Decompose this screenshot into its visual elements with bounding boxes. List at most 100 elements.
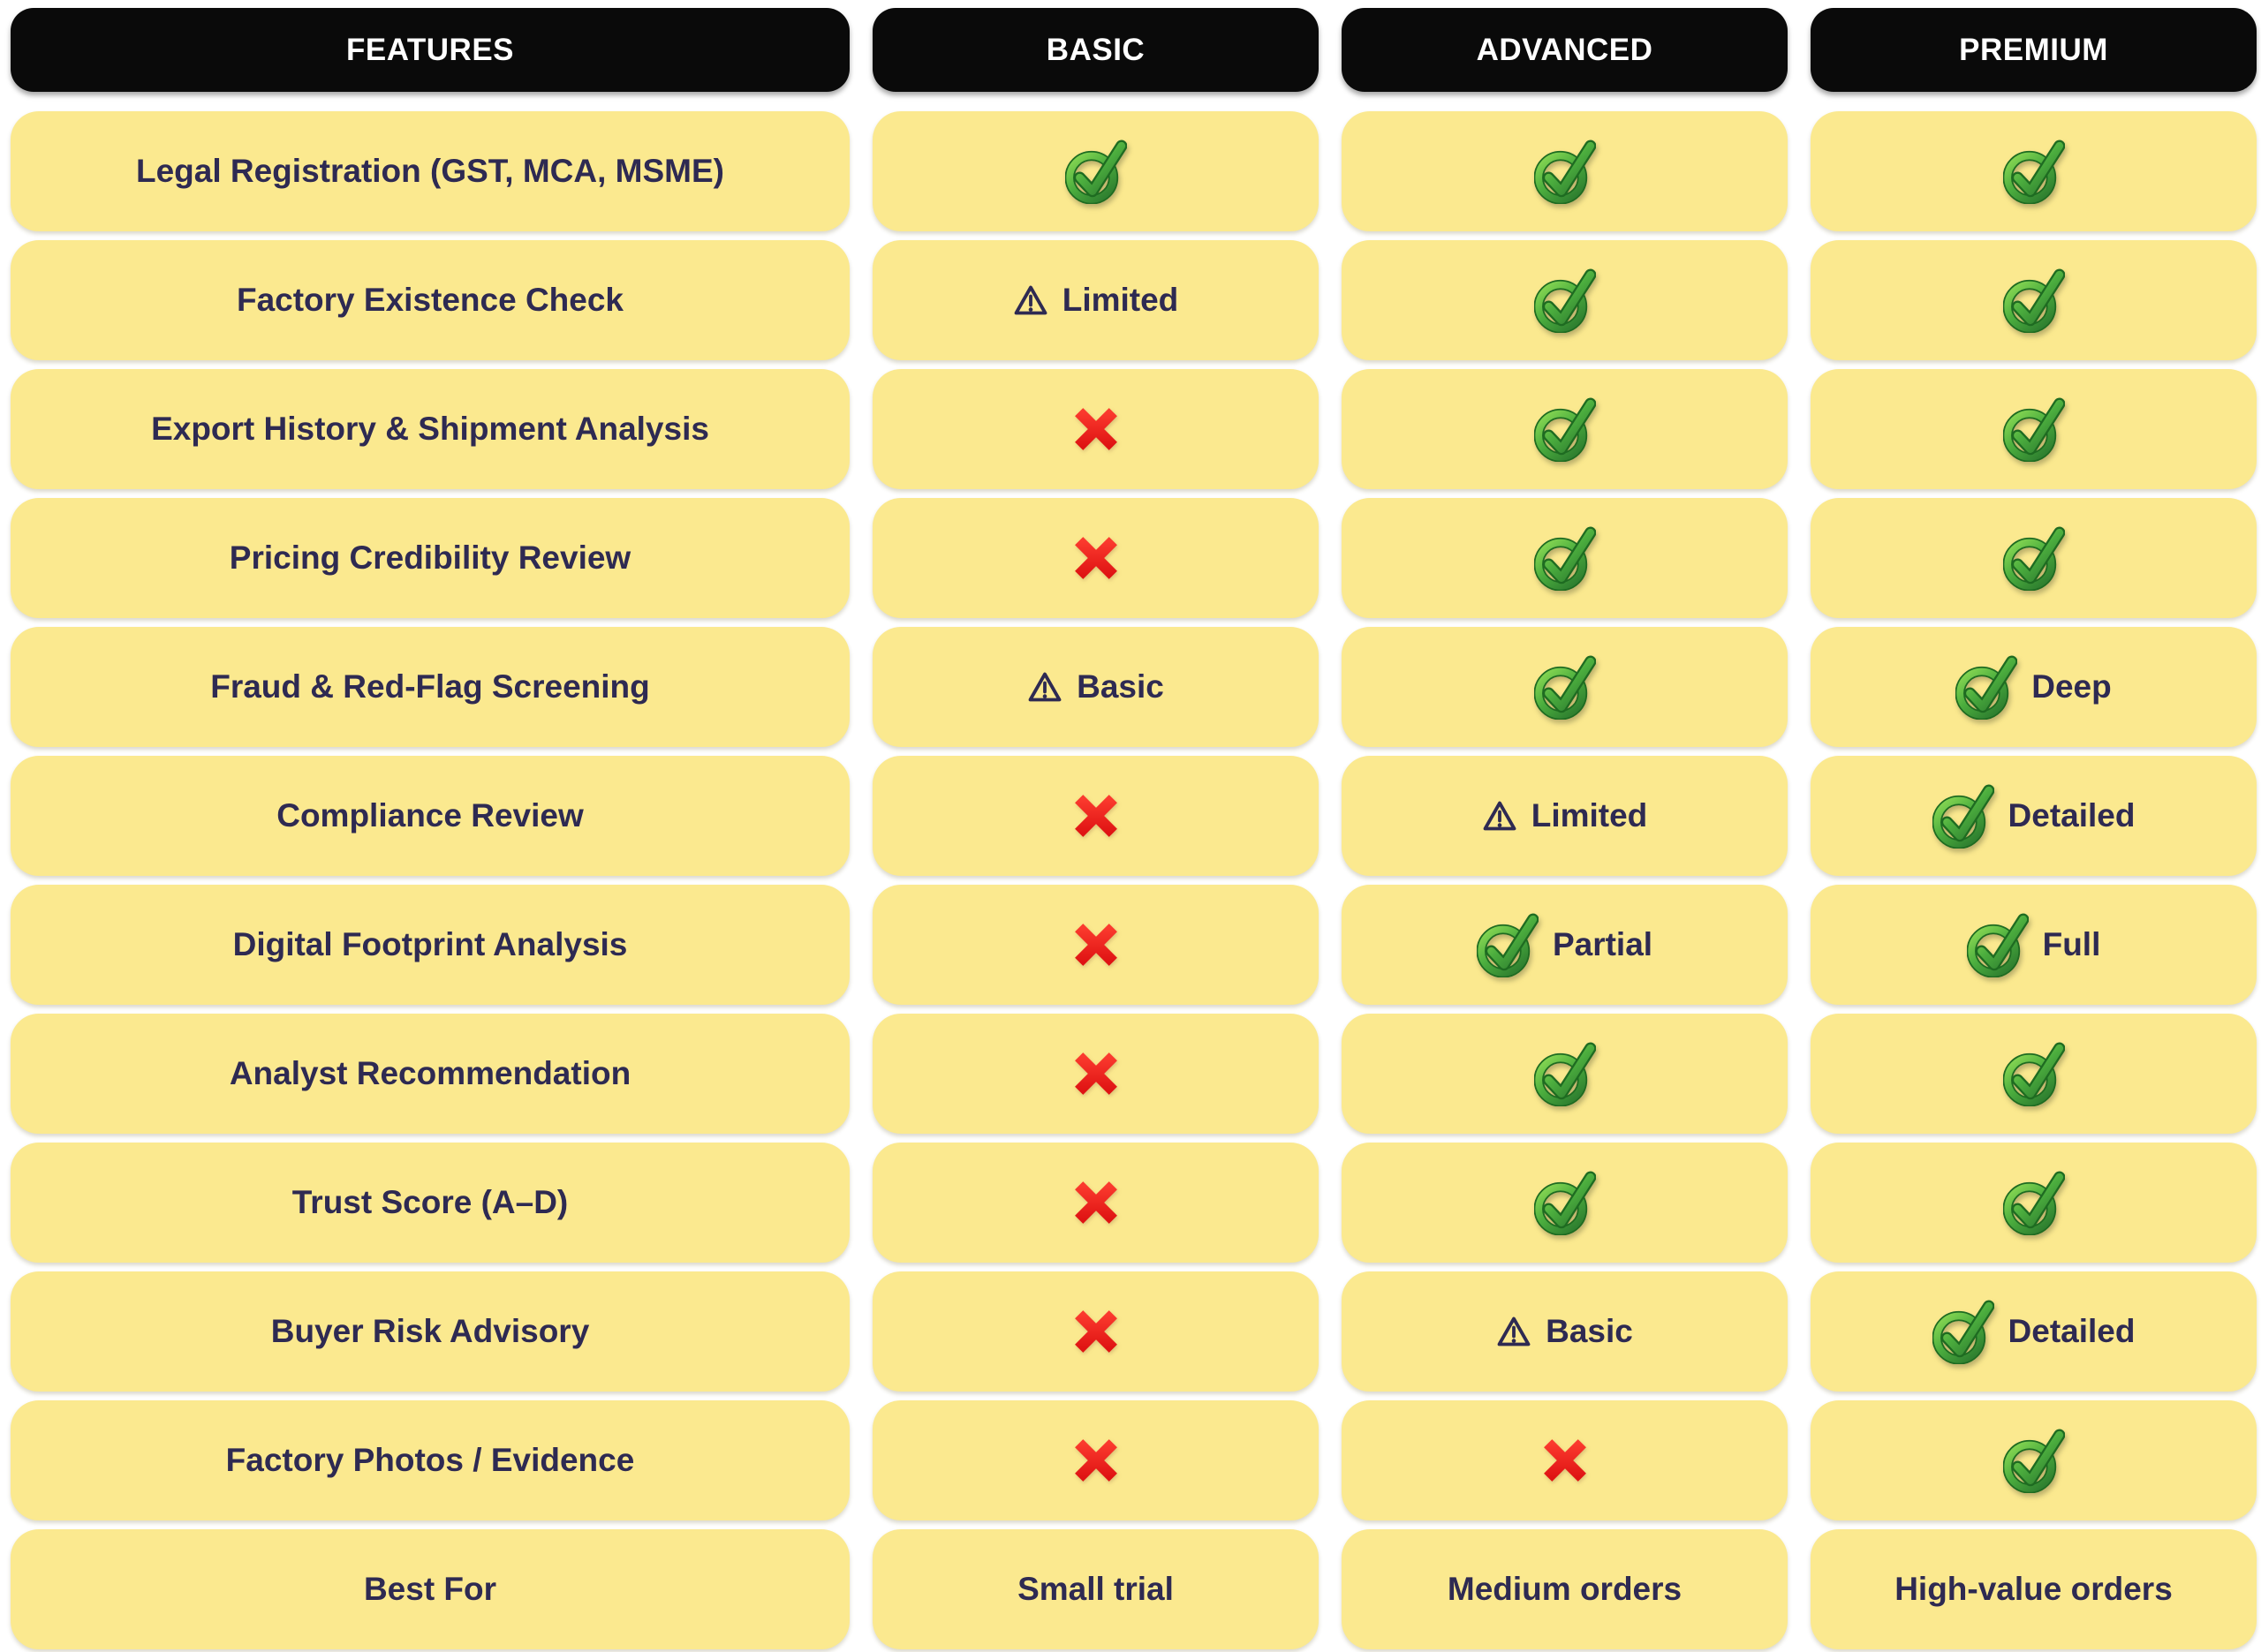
header-cell-premium: PREMIUM (1811, 8, 2257, 92)
advanced-cell (1342, 111, 1788, 231)
premium-cell: High-value orders (1811, 1529, 2257, 1649)
basic-value-label: Basic (1077, 668, 1164, 705)
check-icon (2002, 525, 2065, 591)
cross-icon (1071, 1177, 1121, 1228)
feature-label: Factory Photos / Evidence (225, 1442, 635, 1478)
advanced-cell: Partial (1342, 885, 1788, 1005)
header-cell-features: FEATURES (11, 8, 850, 92)
feature-cell: Factory Existence Check (11, 240, 850, 360)
advanced-value-label: Limited (1531, 797, 1648, 834)
basic-cell: Limited (873, 240, 1319, 360)
advanced-value-label: Medium orders (1447, 1571, 1683, 1607)
check-icon (1533, 525, 1596, 591)
premium-cell: Full (1811, 885, 2257, 1005)
check-icon (1533, 1170, 1596, 1235)
feature-label: Pricing Credibility Review (229, 539, 631, 576)
premium-value-label: Detailed (2008, 1313, 2136, 1349)
cross-icon (1071, 1306, 1121, 1357)
check-icon (1533, 654, 1596, 720)
feature-cell: Compliance Review (11, 756, 850, 876)
check-icon (1533, 139, 1596, 204)
advanced-cell (1342, 1400, 1788, 1520)
feature-label: Factory Existence Check (236, 282, 624, 318)
basic-value-label: Limited (1062, 282, 1179, 318)
check-icon (1932, 1299, 1994, 1364)
advanced-value-label: Partial (1552, 926, 1653, 962)
header-cell-advanced: ADVANCED (1342, 8, 1788, 92)
feature-label: Export History & Shipment Analysis (151, 411, 709, 447)
premium-value-label: Detailed (2008, 797, 2136, 834)
feature-cell: Trust Score (A–D) (11, 1143, 850, 1263)
cross-icon (1540, 1435, 1590, 1486)
premium-cell (1811, 369, 2257, 489)
cross-icon (1071, 532, 1121, 584)
feature-label: Trust Score (A–D) (291, 1184, 569, 1220)
feature-label: Best For (363, 1571, 497, 1607)
premium-cell (1811, 111, 2257, 231)
feature-label: Digital Footprint Analysis (232, 926, 628, 962)
header-label-premium: PREMIUM (1959, 32, 2108, 67)
feature-label: Legal Registration (GST, MCA, MSME) (135, 153, 725, 189)
cross-icon (1071, 790, 1121, 841)
feature-label: Compliance Review (276, 797, 584, 834)
warning-icon (1013, 283, 1048, 317)
advanced-cell: Medium orders (1342, 1529, 1788, 1649)
feature-cell: Fraud & Red-Flag Screening (11, 627, 850, 747)
basic-cell (873, 498, 1319, 618)
check-icon (2002, 139, 2065, 204)
cross-icon (1071, 919, 1121, 970)
premium-cell (1811, 498, 2257, 618)
check-icon (2002, 1428, 2065, 1493)
advanced-value-label: Basic (1546, 1313, 1633, 1349)
check-icon (1932, 783, 1994, 849)
advanced-cell: Limited (1342, 756, 1788, 876)
check-icon (1476, 912, 1539, 977)
basic-cell (873, 1014, 1319, 1134)
premium-value-label: Full (2042, 926, 2101, 962)
advanced-cell (1342, 1014, 1788, 1134)
header-label-advanced: ADVANCED (1476, 32, 1653, 67)
check-icon (2002, 1170, 2065, 1235)
header-cell-basic: BASIC (873, 8, 1319, 92)
check-icon (1966, 912, 2029, 977)
feature-label: Analyst Recommendation (229, 1055, 631, 1091)
cross-icon (1071, 404, 1121, 455)
check-icon (1533, 396, 1596, 462)
basic-cell: Small trial (873, 1529, 1319, 1649)
premium-cell: Detailed (1811, 756, 2257, 876)
feature-cell: Pricing Credibility Review (11, 498, 850, 618)
basic-cell (873, 1143, 1319, 1263)
basic-cell (873, 885, 1319, 1005)
feature-cell: Analyst Recommendation (11, 1014, 850, 1134)
feature-cell: Legal Registration (GST, MCA, MSME) (11, 111, 850, 231)
check-icon (1533, 268, 1596, 333)
advanced-cell: Basic (1342, 1271, 1788, 1392)
check-icon (1533, 1041, 1596, 1106)
basic-cell: Basic (873, 627, 1319, 747)
basic-cell (873, 111, 1319, 231)
header-label-features: FEATURES (345, 32, 515, 67)
feature-label: Fraud & Red-Flag Screening (210, 668, 650, 705)
basic-cell (873, 369, 1319, 489)
check-icon (2002, 396, 2065, 462)
feature-cell: Factory Photos / Evidence (11, 1400, 850, 1520)
advanced-cell (1342, 627, 1788, 747)
basic-cell (873, 1271, 1319, 1392)
premium-cell (1811, 1143, 2257, 1263)
premium-value-label: High-value orders (1894, 1571, 2173, 1607)
advanced-cell (1342, 1143, 1788, 1263)
premium-cell (1811, 240, 2257, 360)
feature-cell: Digital Footprint Analysis (11, 885, 850, 1005)
premium-cell: Deep (1811, 627, 2257, 747)
premium-cell: Detailed (1811, 1271, 2257, 1392)
cross-icon (1071, 1435, 1121, 1486)
premium-value-label: Deep (2031, 668, 2112, 705)
warning-icon (1496, 1315, 1531, 1348)
check-icon (2002, 268, 2065, 333)
advanced-cell (1342, 240, 1788, 360)
check-icon (2002, 1041, 2065, 1106)
cross-icon (1071, 1048, 1121, 1099)
warning-icon (1482, 799, 1517, 833)
premium-cell (1811, 1400, 2257, 1520)
